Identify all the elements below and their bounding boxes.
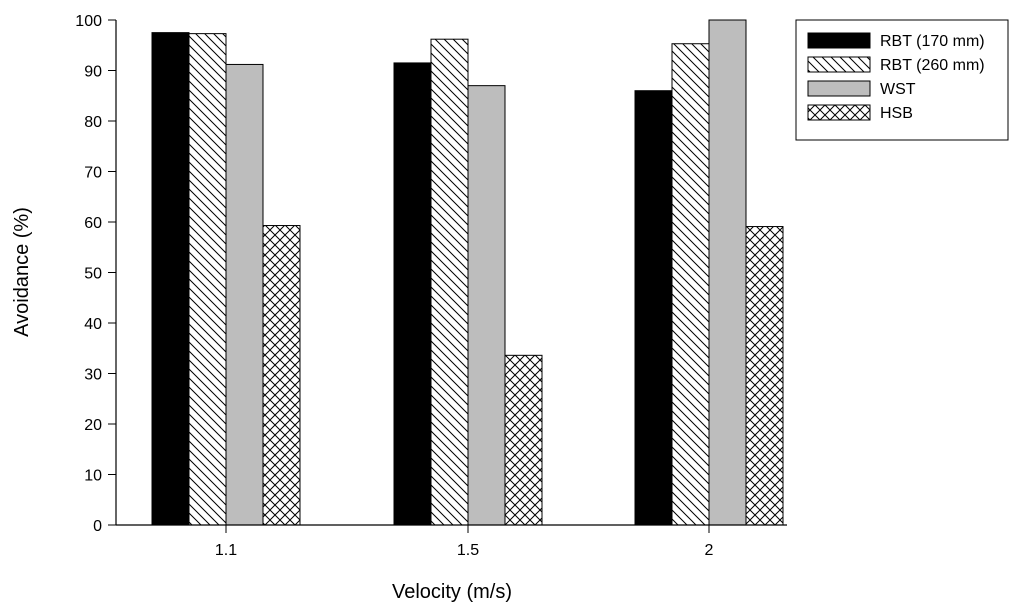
y-tick-label: 100 (75, 13, 102, 30)
bar-hsb-1-5 (504, 354, 543, 526)
bar-hsb-1-1 (262, 225, 301, 526)
bar-wst-1-5 (467, 85, 506, 526)
y-tick-label: 60 (84, 215, 102, 232)
x-axis-title: Velocity (m/s) (392, 581, 512, 603)
x-tick-label: 1.5 (457, 542, 479, 559)
y-tick-label: 80 (84, 114, 102, 131)
bar-wst-2 (708, 19, 747, 526)
bar-hsb-2 (745, 226, 784, 526)
y-tick-label: 10 (84, 468, 102, 485)
bar-rbt-170-mm-1-5 (393, 62, 432, 526)
bar-rbt-260-mm-1-5 (430, 38, 469, 526)
y-tick-label: 50 (84, 266, 102, 283)
bar-rbt-170-mm-2 (634, 90, 673, 526)
bar-rbt-260-mm-1-1 (188, 33, 227, 526)
legend-swatch (807, 32, 871, 49)
bar-wst-1-1 (225, 63, 264, 526)
legend-label: RBT (260 mm) (880, 57, 985, 74)
y-ticks-group: 0 10 20 30 40 50 60 70 80 90 100 (75, 13, 116, 535)
y-tick-label: 30 (84, 367, 102, 384)
y-tick-label: 20 (84, 417, 102, 434)
legend-label: WST (880, 81, 916, 98)
y-tick-label: 0 (93, 518, 102, 535)
bar-rbt-170-mm-1-1 (151, 32, 190, 526)
legend-swatch (807, 80, 871, 97)
legend-label: RBT (170 mm) (880, 33, 985, 50)
legend-label: HSB (880, 105, 913, 122)
x-tick-label: 1.1 (215, 542, 237, 559)
y-axis-title: Avoidance (%) (11, 207, 33, 337)
x-tick-label: 2 (705, 542, 714, 559)
bar-rbt-260-mm-2 (671, 43, 710, 526)
y-tick-label: 40 (84, 316, 102, 333)
y-tick-label: 70 (84, 165, 102, 182)
legend: RBT (170 mm) RBT (260 mm) WST HSB (795, 19, 1009, 141)
legend-swatch (807, 104, 871, 121)
bars-group (151, 19, 784, 526)
y-tick-label: 90 (84, 64, 102, 81)
legend-swatch (807, 56, 871, 73)
x-ticks-group: 1.1 1.5 2 (215, 525, 714, 559)
